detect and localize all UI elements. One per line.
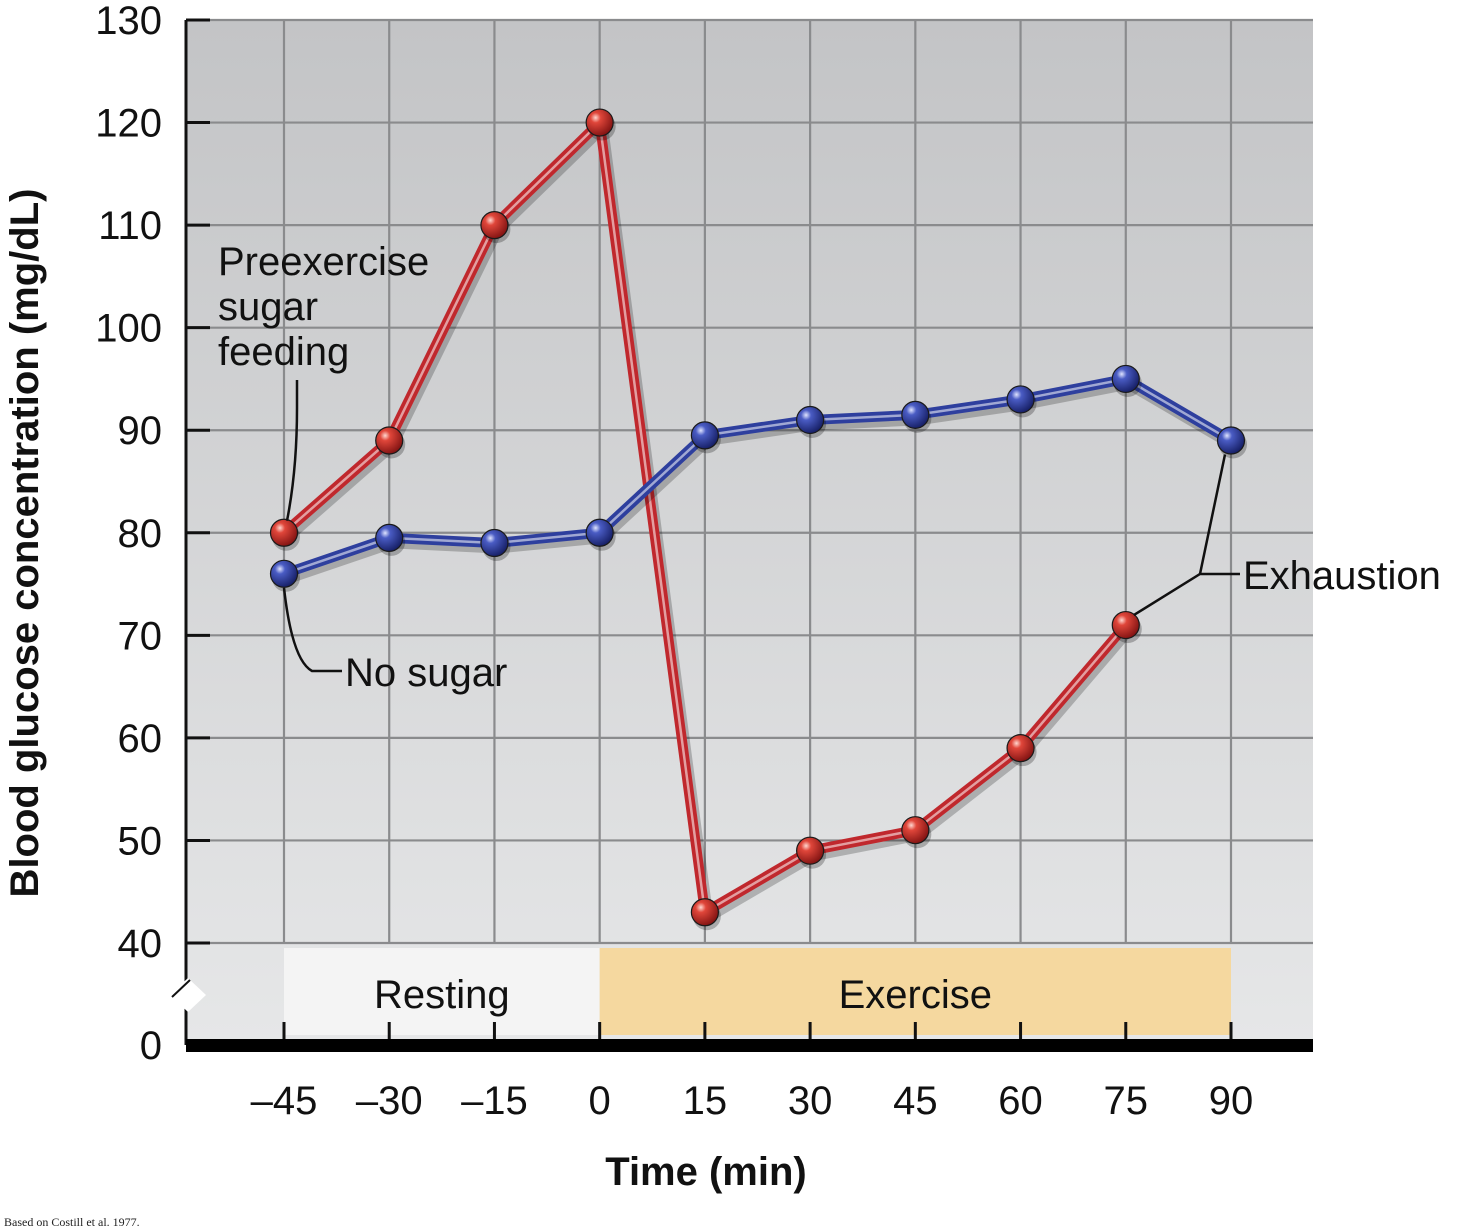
phase-bands: Resting Exercise [284,948,1231,1035]
annotation-preexercise-line: feeding [218,330,349,374]
x-tick-label: 45 [893,1079,938,1123]
y-tick-label: 100 [95,307,162,351]
axis-break-mark [170,978,206,1012]
data-point [1006,734,1035,763]
data-point [480,211,509,240]
y-tick-label: 40 [118,922,163,966]
x-tick-label: –15 [461,1079,528,1123]
y-tick-label: 110 [98,204,162,248]
x-tick-label: 0 [589,1079,611,1123]
series [269,108,1247,931]
y-tick-label: 90 [118,409,163,453]
data-point [585,108,614,137]
y-tick-label: 60 [118,717,163,761]
data-point [269,559,299,588]
annotation-no-sugar: No sugar [345,651,507,695]
phase-label-exercise: Exercise [839,973,992,1017]
axis-break-slash [171,979,191,998]
y-tick-label: 120 [95,102,162,146]
x-tick-label: 75 [1104,1079,1149,1123]
data-point [690,421,719,450]
x-tick-label: 30 [788,1079,833,1123]
annotation-preexercise-line: Preexercise [218,240,429,284]
axes: 0 40 50 60 70 80 90 100 110 120 130 –45 –30 –15 0 15 30 4… [95,0,1313,1123]
x-tick-label: 15 [683,1079,728,1123]
series-no_sugar [269,364,1247,592]
x-tick-label: 90 [1209,1079,1254,1123]
leader-preexercise [285,380,299,522]
y-tick-label: 80 [118,512,163,556]
series-line-highlight [283,377,1232,575]
y-tick-label: 70 [118,614,163,658]
annotation-exhaustion: Exhaustion [1243,554,1441,598]
x-axis-title: Time (min) [605,1150,807,1194]
data-point [1111,364,1140,394]
data-point [1111,610,1140,640]
series-preexercise [269,108,1142,931]
y-tick-label: 0 [140,1024,162,1068]
y-axis-title: Blood glucose concentration (mg/dL) [3,189,47,898]
data-point [585,518,614,547]
data-point [1216,426,1246,455]
y-tick-label: 130 [95,0,162,43]
x-tick-label: 60 [998,1079,1043,1123]
data-point [480,528,509,558]
data-point [690,898,719,927]
data-point [1006,385,1035,414]
data-point [901,816,930,845]
leader-exhaustion-blue [1198,454,1227,575]
x-tick-label: –30 [356,1079,423,1123]
annotation-preexercise-line: sugar [218,285,318,329]
leader-no-sugar [282,587,342,673]
data-point [796,405,825,435]
data-point [375,426,404,455]
phase-label-resting: Resting [374,973,510,1017]
y-tick-label: 50 [118,819,163,863]
data-point [901,400,930,429]
data-point [375,523,404,553]
data-point [269,518,299,547]
phase-band-resting [284,948,600,1035]
source-credit: Based on Costill et al. 1977. [4,1215,140,1229]
x-axis-line [186,1039,1313,1052]
x-tick-label: –45 [251,1079,318,1123]
phase-band-exercise [599,948,1231,1035]
data-point [796,836,825,865]
